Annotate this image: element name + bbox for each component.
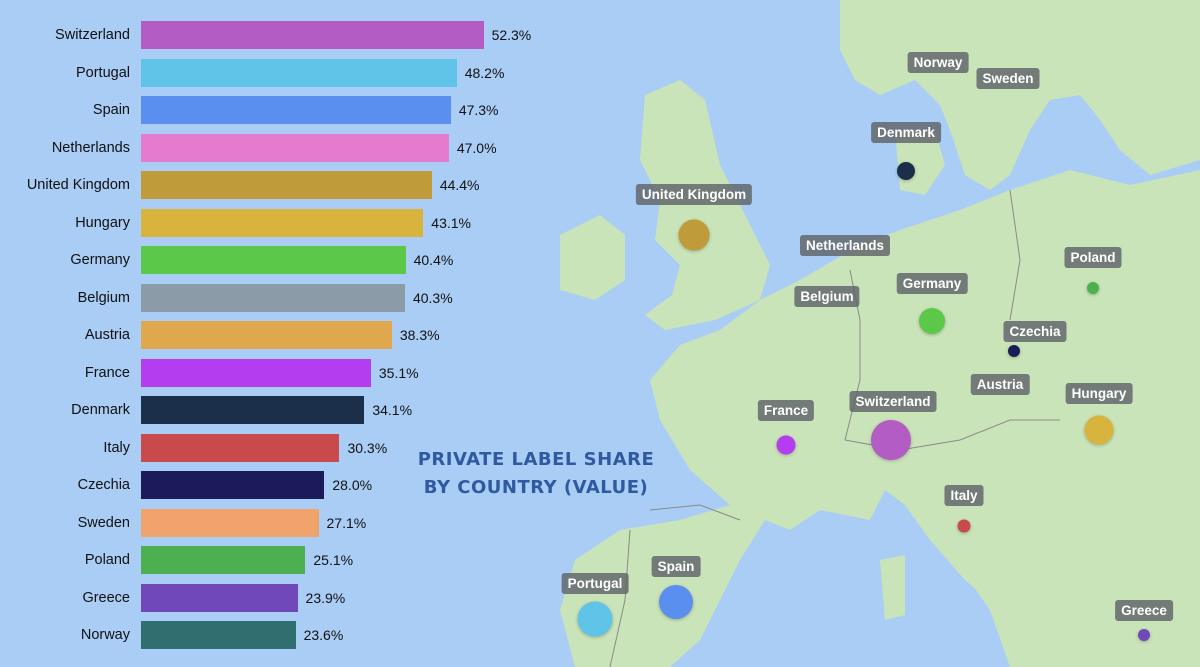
bar-category-label: United Kingdom [26,177,130,193]
map-label-switzerland: Switzerland [849,391,937,412]
bar-spain [141,96,451,124]
bar-value-label: 43.1% [431,214,471,231]
bar-value-label: 34.1% [372,402,413,418]
land-britain [640,80,770,330]
bar-value-label: 38.3% [399,327,440,343]
map-marker-switzerland[interactable] [871,420,911,460]
map-marker-germany[interactable] [919,308,945,334]
map-marker-denmark[interactable] [897,162,915,180]
bar-category-label: Poland [84,552,130,568]
bar-value-label: 48.2% [464,64,505,81]
bar-greece [141,583,298,612]
bar-value-label: 30.3% [347,439,388,456]
bar-value-label: 47.0% [456,139,497,156]
bar-austria [141,321,392,349]
bar-belgium [141,283,405,312]
bar-poland [141,546,306,574]
bar-hungary [141,208,424,237]
bar-category-label: Greece [82,589,130,606]
bar-value-label: 35.1% [378,364,419,381]
bar-category-label: Belgium [77,289,130,306]
map-label-hungary: Hungary [1065,383,1133,404]
bar-category-label: Denmark [71,402,130,418]
map-label-france: France [757,400,815,421]
border-portugal-spain [609,529,631,667]
map-marker-france[interactable] [776,435,796,455]
map-label-united-kingdom: United Kingdom [635,184,753,205]
bar-category-label: Norway [80,627,130,643]
land-ireland [560,215,625,300]
bar-netherlands [141,133,449,162]
map-marker-poland[interactable] [1087,282,1099,294]
bar-portugal [141,58,457,87]
bar-value-label: 40.3% [412,289,453,306]
land-continent [560,170,1200,667]
bar-norway [141,621,296,649]
bar-category-label: Austria [84,327,130,343]
map-marker-spain[interactable] [659,585,693,619]
land-italy-boot [905,470,1050,640]
bar-category-label: Switzerland [55,27,130,43]
bar-denmark [141,396,365,424]
map-label-spain: Spain [651,556,701,577]
bar-value-label: 25.1% [313,552,354,568]
bar-category-label: Spain [92,102,130,118]
bar-germany [141,246,406,274]
bar-category-label: Sweden [77,514,130,531]
map-label-portugal: Portugal [561,573,629,594]
map-label-italy: Italy [944,485,984,506]
land-sardinia [880,555,905,620]
map-marker-portugal[interactable] [577,601,613,637]
bar-category-label: France [84,364,130,381]
bar-value-label: 47.3% [458,102,499,118]
map-marker-united-kingdom[interactable] [678,219,710,251]
map-marker-italy[interactable] [957,519,971,533]
chart-title: PRIVATE LABEL SHARE BY COUNTRY (VALUE) [417,449,655,498]
border-germany-poland [1009,189,1021,321]
map-label-greece: Greece [1115,600,1173,621]
bar-value-label: 52.3% [491,27,532,43]
bar-value-label: 28.0% [332,477,373,493]
map-label-austria: Austria [970,374,1030,395]
map-marker-greece[interactable] [1138,629,1150,641]
bar-value-label: 44.4% [439,177,480,193]
bar-value-label: 40.4% [413,252,454,268]
bar-category-label: Hungary [75,214,130,231]
bar-italy [141,433,340,462]
bar-france [141,358,371,387]
map-marker-czechia[interactable] [1008,345,1020,357]
map-label-belgium: Belgium [794,286,860,307]
bar-sweden [141,508,319,537]
map-label-sweden: Sweden [976,68,1040,89]
map-label-germany: Germany [896,273,968,294]
border-pyrenees [649,504,741,521]
map-marker-hungary[interactable] [1084,415,1114,445]
bar-united-kingdom [141,171,432,199]
bar-value-label: 23.6% [303,627,344,643]
bar-category-label: Czechia [77,477,130,493]
bar-switzerland [141,21,484,49]
bar-value-label: 27.1% [326,514,367,531]
bar-czechia [141,471,325,499]
bar-category-label: Italy [103,439,130,456]
bar-category-label: Portugal [75,64,130,81]
bar-category-label: Netherlands [51,139,130,156]
map-label-czechia: Czechia [1003,321,1067,342]
map-label-norway: Norway [907,52,969,73]
bar-category-label: Germany [70,252,130,268]
map-label-netherlands: Netherlands [799,235,891,256]
map-label-poland: Poland [1064,247,1122,268]
bar-value-label: 23.9% [305,589,346,606]
map-label-denmark: Denmark [871,122,941,143]
land-scandinavia [840,0,1200,190]
